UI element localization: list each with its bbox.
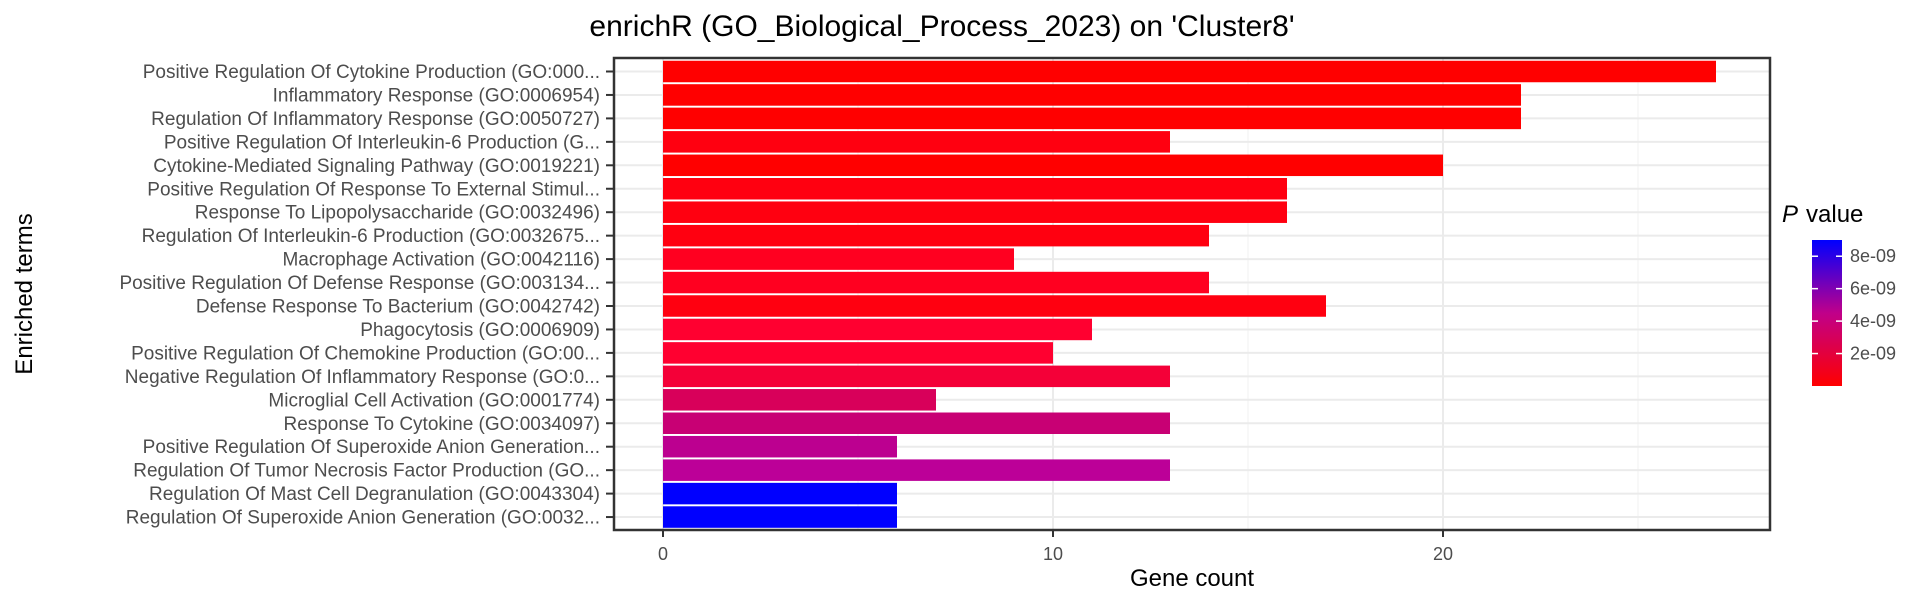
x-tick-label: 10 [1043, 544, 1063, 564]
bar [663, 506, 897, 528]
bar [663, 342, 1053, 364]
bar [663, 389, 936, 411]
y-tick-label: Negative Regulation Of Inflammatory Resp… [125, 367, 600, 388]
legend-tick-label: 2e-09 [1850, 344, 1896, 364]
x-axis-title: Gene count [1130, 565, 1254, 592]
chart-title: enrichR (GO_Biological_Process_2023) on … [589, 10, 1294, 43]
bar [663, 248, 1014, 270]
y-tick-label: Positive Regulation Of Cytokine Producti… [143, 62, 600, 83]
bar [663, 365, 1170, 388]
bar [663, 201, 1287, 223]
x-tick-label: 20 [1433, 544, 1453, 564]
y-tick-labels: Positive Regulation Of Cytokine Producti… [119, 62, 614, 529]
y-tick-label: Defense Response To Bacterium (GO:004274… [196, 297, 600, 318]
y-tick-label: Microglial Cell Activation (GO:0001774) [268, 390, 600, 411]
bar [663, 60, 1716, 83]
legend-tick-label: 8e-09 [1850, 246, 1896, 266]
bar [663, 295, 1326, 317]
y-tick-label: Positive Regulation Of Defense Response … [119, 273, 600, 294]
plot-panel [612, 56, 1772, 532]
bar [663, 178, 1287, 200]
bar [663, 84, 1521, 106]
y-tick-label: Phagocytosis (GO:0006909) [360, 320, 600, 341]
bar [663, 154, 1443, 177]
y-tick-label: Response To Cytokine (GO:0034097) [284, 414, 601, 435]
y-tick-label: Regulation Of Tumor Necrosis Factor Prod… [133, 461, 600, 482]
bar [663, 482, 897, 505]
y-tick-label: Positive Regulation Of Response To Exter… [147, 179, 600, 200]
legend-colorbar [1812, 240, 1842, 386]
bar [663, 318, 1092, 341]
legend-tick-label: 6e-09 [1850, 279, 1896, 299]
bar [663, 412, 1170, 434]
legend-title-italic: P [1782, 201, 1798, 228]
bar [663, 271, 1209, 294]
bar [663, 224, 1209, 247]
legend-ticks: 8e-09 6e-09 4e-09 2e-09 [1812, 246, 1896, 364]
y-tick-label: Positive Regulation Of Interleukin-6 Pro… [164, 132, 600, 153]
panel-border [612, 56, 1772, 532]
bar [663, 131, 1170, 153]
y-tick-label: Response To Lipopolysaccharide (GO:00324… [195, 203, 600, 224]
x-tick-label: 0 [658, 544, 668, 564]
legend-tick-label: 4e-09 [1850, 311, 1896, 331]
y-tick-label: Regulation Of Interleukin-6 Production (… [142, 226, 600, 247]
x-axis-ticks: 0 10 20 [658, 530, 1453, 564]
bars [663, 60, 1716, 528]
y-tick-label: Regulation Of Superoxide Anion Generatio… [126, 508, 600, 529]
y-tick-label: Positive Regulation Of Chemokine Product… [131, 343, 600, 364]
bar [663, 107, 1521, 130]
y-tick-label: Regulation Of Mast Cell Degranulation (G… [149, 484, 600, 505]
bar [663, 459, 1170, 481]
y-tick-label: Cytokine-Mediated Signaling Pathway (GO:… [153, 156, 600, 177]
bar [663, 435, 897, 458]
y-tick-label: Positive Regulation Of Superoxide Anion … [143, 437, 600, 458]
y-axis-title: Enriched terms [11, 213, 38, 374]
y-tick-label: Macrophage Activation (GO:0042116) [282, 250, 600, 271]
legend-title-rest: value [1806, 201, 1863, 228]
y-tick-label: Regulation Of Inflammatory Response (GO:… [151, 109, 600, 130]
y-tick-label: Inflammatory Response (GO:0006954) [273, 85, 600, 106]
